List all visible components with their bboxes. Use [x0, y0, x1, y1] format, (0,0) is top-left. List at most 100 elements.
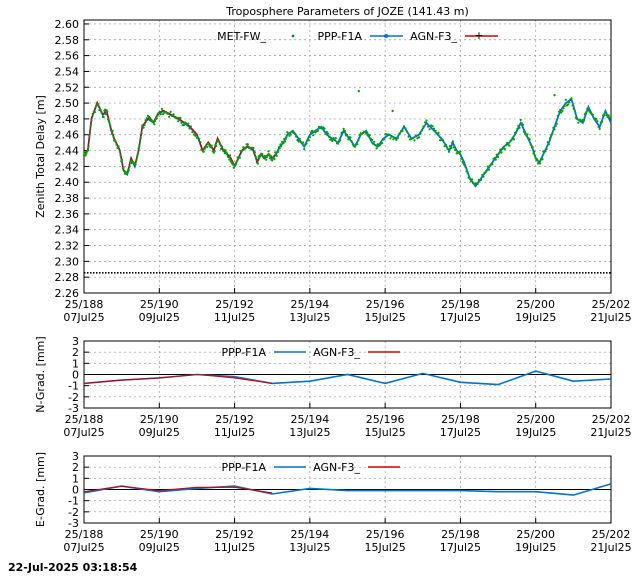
met-ztd-point: [132, 161, 135, 164]
met-ztd-point: [224, 149, 227, 152]
agn-gradient-line: [83, 373, 273, 384]
met-ztd-point: [375, 147, 378, 150]
met-ztd-point: [391, 109, 394, 113]
met-ztd-point: [560, 111, 563, 114]
met-ztd-point: [298, 137, 301, 140]
met-ztd-point: [289, 133, 292, 136]
x-tick-label: 25/194: [291, 528, 330, 541]
met-ztd-series-points: [82, 90, 612, 186]
y-tick-label: 2.32: [55, 240, 80, 253]
met-ztd-point: [187, 122, 190, 125]
met-ztd-point: [425, 119, 428, 122]
met-ztd-point: [160, 107, 163, 110]
met-ztd-point: [494, 158, 497, 161]
y-axis-label: N-Grad. [mm]: [34, 336, 47, 412]
met-ztd-point: [390, 135, 393, 138]
met-ztd-point: [308, 136, 311, 139]
met-ztd-point: [127, 169, 130, 172]
y-tick-label: 2.34: [55, 224, 80, 237]
met-ztd-point: [398, 132, 401, 135]
legend-marker-ppp: [384, 34, 388, 38]
met-ztd-point: [100, 111, 103, 114]
y-tick-label: 2.40: [55, 176, 80, 189]
x-tick-date-label: 17Jul25: [440, 541, 481, 554]
y-tick-label: 2.52: [55, 81, 80, 94]
met-ztd-point: [515, 131, 518, 134]
met-ztd-point: [365, 132, 368, 135]
met-ztd-point: [573, 110, 577, 113]
met-ztd-point: [529, 143, 532, 146]
met-ztd-point: [334, 137, 337, 140]
met-ztd-point: [420, 129, 424, 132]
y-axis-label: E-Grad. [mm]: [34, 452, 47, 527]
met-ztd-point: [268, 157, 272, 160]
met-ztd-point: [506, 141, 509, 144]
met-ztd-point: [303, 148, 306, 151]
met-ztd-point: [595, 118, 598, 121]
met-ztd-point: [463, 163, 466, 166]
y-tick-label: 2.42: [55, 160, 80, 173]
met-ztd-point: [353, 145, 357, 148]
met-ztd-point: [373, 140, 376, 143]
met-ztd-point: [460, 157, 463, 160]
met-ztd-point: [324, 132, 327, 135]
y-tick-label: 2.38: [55, 192, 80, 205]
met-ztd-point: [405, 130, 409, 133]
met-ztd-point: [97, 103, 100, 106]
met-ztd-point: [122, 166, 125, 169]
met-ztd-point: [136, 153, 139, 156]
met-ztd-point: [302, 141, 305, 144]
met-ztd-point: [199, 141, 202, 144]
met-ztd-point: [93, 111, 96, 114]
met-ztd-point: [553, 93, 556, 97]
x-tick-date-label: 21Jul25: [590, 311, 631, 324]
met-ztd-point: [282, 142, 285, 145]
ppp-gradient-line: [83, 483, 612, 496]
met-ztd-point: [404, 127, 407, 130]
x-tick-label: 25/196: [366, 413, 405, 426]
met-ztd-point: [144, 119, 147, 122]
met-ztd-point: [166, 112, 169, 115]
met-ztd-point: [534, 156, 537, 159]
met-ztd-point: [280, 145, 283, 148]
met-ztd-point: [503, 147, 506, 151]
met-ztd-point: [526, 133, 529, 136]
met-ztd-point: [393, 136, 396, 140]
met-ztd-point: [564, 98, 567, 101]
met-ztd-point: [215, 145, 218, 148]
x-tick-date-label: 15Jul25: [365, 541, 406, 554]
met-ztd-point: [536, 158, 539, 161]
met-ztd-point: [346, 133, 349, 137]
met-ztd-point: [381, 142, 384, 145]
met-ztd-point: [265, 158, 268, 161]
met-ztd-point: [458, 152, 461, 155]
met-ztd-point: [143, 124, 146, 127]
x-tick-date-label: 17Jul25: [440, 311, 481, 324]
met-ztd-point: [422, 125, 425, 128]
met-ztd-point: [485, 169, 488, 172]
x-tick-label: 25/198: [441, 413, 480, 426]
met-ztd-point: [582, 119, 586, 122]
met-ztd-point: [572, 107, 575, 110]
met-ztd-point: [427, 125, 430, 128]
x-tick-date-label: 07Jul25: [63, 426, 104, 439]
met-ztd-point: [481, 173, 484, 176]
met-ztd-point: [604, 110, 607, 113]
x-tick-date-label: 15Jul25: [365, 426, 406, 439]
met-ztd-point: [119, 154, 122, 157]
met-ztd-point: [114, 139, 117, 142]
met-ztd-point: [495, 153, 498, 156]
met-ztd-point: [312, 134, 315, 137]
met-ztd-point: [235, 162, 238, 166]
met-ztd-point: [555, 122, 558, 125]
y-tick-label: 2.60: [55, 18, 80, 31]
met-ztd-point: [376, 143, 379, 146]
met-ztd-point: [510, 138, 513, 141]
met-ztd-point: [91, 112, 94, 116]
met-ztd-point: [544, 150, 547, 153]
met-ztd-point: [558, 110, 561, 113]
met-ztd-point: [285, 135, 288, 138]
met-ztd-point: [451, 140, 454, 143]
met-ztd-point: [561, 109, 564, 112]
